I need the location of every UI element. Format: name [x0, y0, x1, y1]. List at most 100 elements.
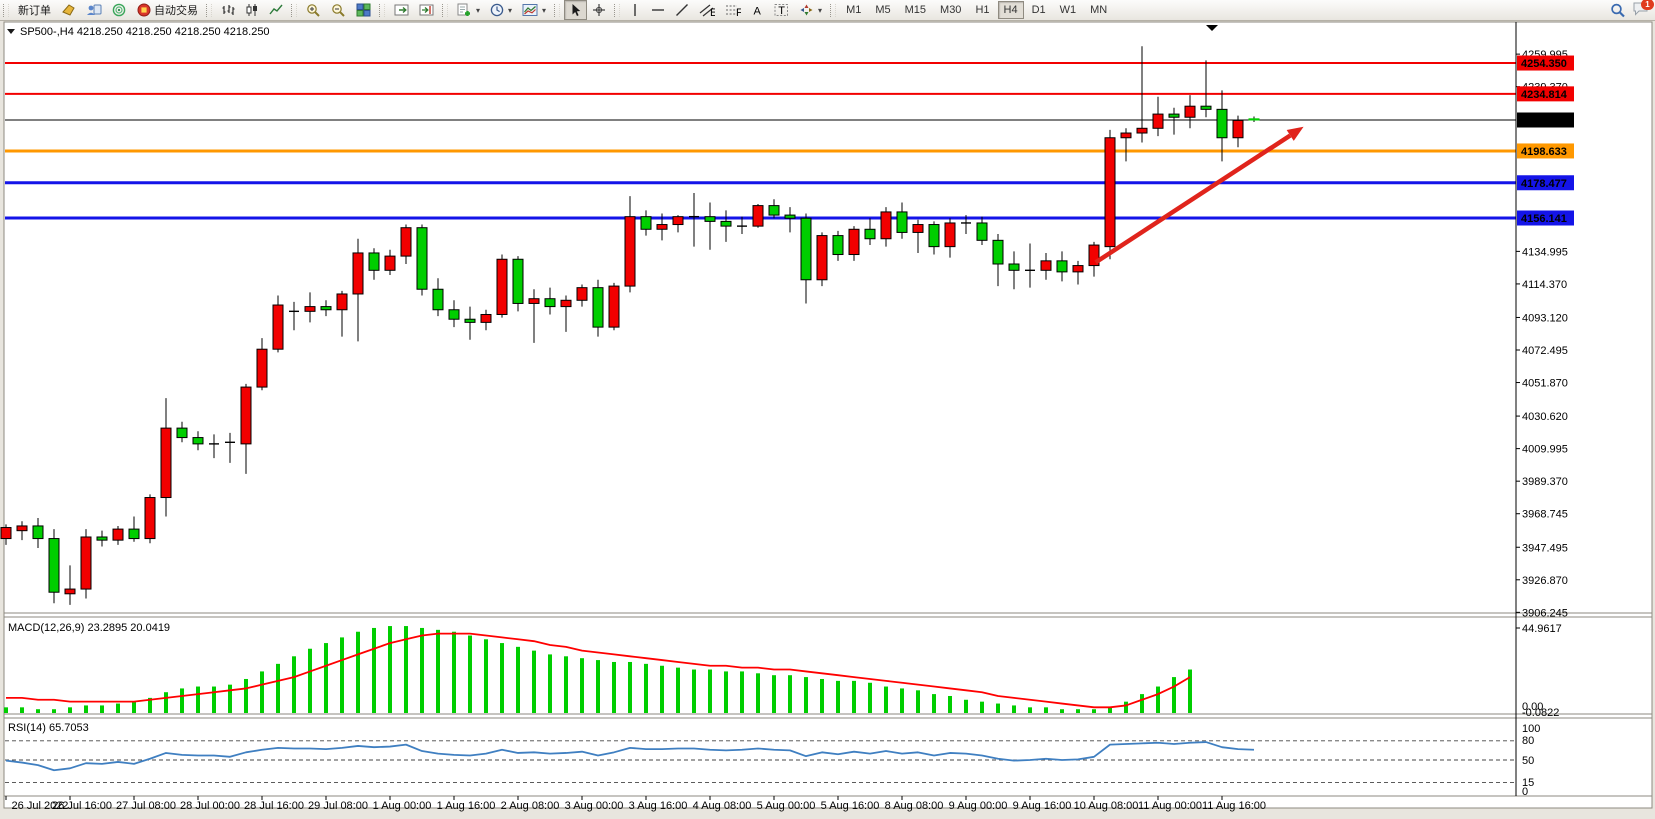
price-tick-label: 4072.495	[1522, 345, 1568, 357]
zoom-in-button[interactable]	[301, 0, 326, 20]
candle	[144, 497, 156, 540]
chart-area[interactable]: 4259.9954239.3704134.9954114.3704093.120…	[0, 20, 1655, 819]
candle	[1168, 113, 1180, 118]
notification-badge: 1	[1641, 0, 1654, 10]
macd-histogram-bar	[740, 671, 744, 713]
time-axis-label: 27 Jul 08:00	[116, 800, 176, 812]
toolbar-grip[interactable]	[379, 3, 385, 17]
macd-histogram-bar	[180, 688, 184, 713]
svg-text:A: A	[754, 6, 762, 18]
notifications-button[interactable]: 1	[1632, 0, 1654, 19]
new-order-button[interactable]: 新订单	[13, 0, 56, 20]
text-label-tool-button[interactable]: T	[769, 0, 794, 20]
gold-tag-icon-button[interactable]	[56, 0, 81, 20]
toolbar-grip[interactable]	[291, 3, 297, 17]
toolbar-grip[interactable]	[206, 3, 212, 17]
candle	[1216, 108, 1228, 139]
auto-trading-button[interactable]: 自动交易	[132, 0, 203, 20]
text-label-icon: T	[774, 4, 789, 17]
toolbar-grip[interactable]	[614, 3, 621, 17]
add-indicator-button[interactable]: ▾	[452, 0, 485, 20]
candle	[592, 287, 604, 328]
macd-histogram-bar	[1028, 707, 1032, 713]
macd-axis-label: 44.9617	[1522, 623, 1562, 635]
macd-histogram-bar	[516, 646, 520, 713]
trend-arrow-line[interactable]	[1094, 133, 1292, 265]
time-axis-label: 10 Aug 08:00	[1074, 800, 1139, 812]
bar-chart-button[interactable]	[216, 0, 240, 20]
periods-button[interactable]: ▾	[485, 0, 517, 20]
equidistant-channel-tool-button[interactable]: E	[694, 0, 720, 20]
macd-histogram-bar	[884, 686, 888, 713]
signals-button[interactable]	[107, 0, 132, 20]
macd-histogram-bar	[1188, 669, 1192, 713]
candle	[1120, 132, 1132, 139]
candle	[16, 525, 28, 532]
macd-histogram-bar	[660, 665, 664, 713]
chart-shift-marker-icon[interactable]	[1206, 25, 1218, 31]
price-tick-label: 4009.995	[1522, 444, 1568, 456]
toolbar-grip[interactable]	[830, 3, 837, 17]
chevron-down-icon: ▾	[508, 5, 513, 15]
candlestick-chart-button[interactable]	[240, 0, 264, 20]
time-axis-label: 28 Jul 16:00	[244, 800, 304, 812]
candle	[912, 224, 924, 233]
fibonacci-tool-button[interactable]: F	[720, 0, 746, 20]
toolbar-grip[interactable]	[442, 3, 448, 17]
zoom-out-icon	[332, 4, 345, 17]
macd-histogram-bar	[980, 701, 984, 713]
candle	[480, 313, 492, 323]
timeframe-button-m1[interactable]: M1	[846, 4, 862, 16]
timeframe-button-m5[interactable]: M5	[875, 4, 891, 16]
expert-advisor-button[interactable]	[81, 0, 107, 20]
search-icon[interactable]	[1610, 3, 1626, 18]
macd-histogram-bar	[596, 660, 600, 713]
timeframe-button-m30[interactable]: M30	[940, 4, 962, 16]
line-chart-button[interactable]	[264, 0, 288, 20]
candle	[192, 437, 204, 445]
toolbar-grip[interactable]	[554, 3, 561, 17]
candlestick-chart-icon	[246, 4, 257, 16]
candle	[816, 235, 828, 281]
crosshair-tool-button[interactable]	[587, 0, 611, 20]
auto-scroll-button[interactable]	[389, 0, 414, 20]
candle	[416, 227, 428, 290]
candle	[800, 217, 812, 281]
candle	[1104, 137, 1116, 248]
timeframe-button-h4[interactable]: H4	[997, 1, 1024, 19]
macd-histogram-bar	[420, 627, 424, 713]
candle	[624, 216, 636, 287]
rsi-axis-label: 100	[1522, 723, 1540, 735]
chart-shift-button[interactable]	[414, 0, 439, 20]
tile-windows-button[interactable]	[351, 0, 376, 20]
price-label-text: 4156.141	[1521, 213, 1567, 225]
toolbar-grip[interactable]	[3, 3, 9, 17]
candle	[720, 220, 732, 227]
timeframe-button-w1[interactable]: W1	[1059, 4, 1077, 16]
timeframe-button-h1[interactable]: H1	[975, 4, 990, 16]
time-axis-label: 1 Aug 16:00	[437, 800, 496, 812]
macd-histogram-bar	[484, 639, 488, 713]
macd-histogram-bar	[36, 709, 40, 713]
timeframe-button-mn[interactable]: MN	[1090, 4, 1108, 16]
templates-button[interactable]: ▾	[517, 0, 551, 20]
arrows-tool-button[interactable]: ▾	[794, 0, 827, 20]
zoom-out-button[interactable]	[326, 0, 351, 20]
candle	[752, 205, 764, 227]
candle	[448, 309, 460, 320]
candle	[1184, 105, 1196, 118]
macd-histogram-bar	[292, 656, 296, 713]
text-tool-button[interactable]: A	[746, 0, 769, 20]
macd-histogram-bar	[148, 697, 152, 713]
collapse-triangle-icon[interactable]	[7, 29, 15, 34]
timeframe-button-m15[interactable]: M15	[904, 4, 927, 16]
cursor-tool-button[interactable]	[564, 0, 588, 20]
trendline-tool-button[interactable]	[670, 0, 694, 20]
time-axis-label: 11 Aug 16:00	[1202, 800, 1266, 812]
zoom-in-icon	[307, 4, 320, 17]
vertical-line-tool-button[interactable]	[624, 0, 646, 20]
timeframe-button-d1[interactable]: D1	[1031, 4, 1046, 16]
horizontal-line-tool-button[interactable]	[646, 0, 670, 20]
chart-shift-icon	[419, 4, 434, 16]
